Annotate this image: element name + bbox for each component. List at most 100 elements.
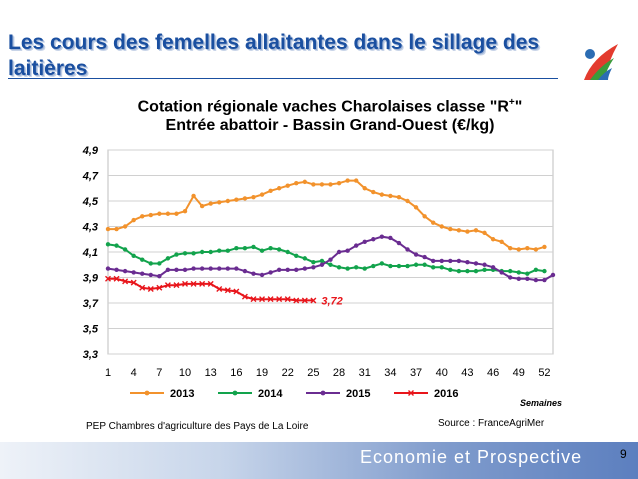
data-point-2013 [473, 228, 479, 233]
data-point-2013 [499, 239, 504, 244]
data-point-2015 [430, 258, 436, 264]
data-point-2015 [422, 254, 427, 260]
data-point-2016 [139, 284, 146, 291]
data-point-2015 [131, 270, 136, 275]
data-point-2015 [302, 266, 308, 271]
data-point-2016 [293, 297, 300, 304]
data-point-2015 [516, 276, 521, 281]
data-point-2013 [208, 201, 213, 206]
data-point-2014 [439, 265, 444, 270]
data-point-2015 [122, 268, 128, 274]
data-point-2014 [336, 265, 342, 270]
data-point-2014 [413, 262, 419, 267]
data-point-2013 [182, 209, 188, 214]
data-point-2015 [525, 276, 530, 281]
chart-title: Cotation régionale vaches Charolaises cl… [60, 93, 600, 135]
chart-title-line1: Cotation régionale vaches Charolaises cl… [60, 93, 600, 116]
data-point-2014 [405, 263, 410, 269]
data-point-2014 [396, 263, 402, 269]
data-point-2013 [405, 198, 410, 204]
data-point-2014 [328, 262, 333, 267]
data-point-2014 [448, 267, 453, 273]
data-point-2013 [276, 186, 282, 191]
data-point-2016 [224, 287, 231, 294]
data-point-2015 [242, 268, 248, 274]
data-point-2013 [490, 237, 496, 242]
title-divider [8, 78, 558, 79]
data-point-2014 [345, 266, 350, 271]
y-tick-label: 3,5 [83, 324, 99, 336]
data-point-2013 [328, 182, 333, 187]
y-tick-label: 3,7 [83, 298, 99, 310]
data-point-2013 [268, 188, 273, 193]
data-point-2014 [242, 245, 248, 251]
data-point-2013 [448, 226, 453, 232]
x-tick-label: 22 [282, 367, 294, 379]
data-point-2015 [508, 275, 513, 280]
value-annotation: 3,72 [321, 295, 342, 307]
data-point-2014 [353, 265, 359, 270]
data-point-2016 [113, 275, 120, 282]
data-point-2016 [241, 293, 248, 300]
data-point-2014 [302, 256, 308, 261]
data-point-2015 [114, 267, 119, 273]
data-point-2013 [311, 182, 316, 187]
data-point-2014 [191, 251, 196, 256]
y-tick-label: 4,5 [82, 196, 99, 208]
chart-title-line1-text: Cotation régionale vaches Charolaises cl… [137, 98, 509, 116]
data-point-2015 [259, 272, 265, 278]
chart-title-superscript: + [508, 97, 515, 108]
data-point-2015 [396, 240, 402, 246]
data-point-2015 [234, 266, 239, 271]
y-tick-label: 4,1 [82, 247, 98, 259]
chambre-agriculture-logo-icon [584, 44, 618, 80]
data-point-2015 [294, 267, 299, 273]
legend-marker-2016 [408, 390, 414, 396]
data-point-2015 [174, 267, 179, 273]
data-point-2015 [499, 270, 504, 275]
x-tick-label: 10 [179, 367, 191, 379]
legend-label-2014: 2014 [258, 388, 283, 400]
x-tick-label: 49 [513, 367, 525, 379]
data-point-2013 [379, 192, 385, 197]
data-point-2013 [294, 180, 299, 186]
data-point-2015 [105, 266, 111, 271]
data-point-2016 [207, 280, 214, 287]
y-tick-label: 4,7 [82, 171, 99, 183]
data-point-2014 [174, 252, 179, 257]
data-point-2015 [388, 235, 393, 241]
data-point-2013 [302, 179, 308, 185]
data-point-2014 [234, 245, 239, 251]
data-point-2014 [251, 244, 256, 250]
data-point-2016 [216, 285, 223, 292]
data-point-2015 [225, 266, 231, 271]
data-point-2013 [199, 203, 205, 209]
data-point-2014 [465, 268, 470, 274]
data-point-2013 [525, 245, 530, 251]
data-point-2016 [199, 280, 206, 287]
data-point-2014 [105, 242, 111, 247]
data-point-2013 [396, 194, 402, 200]
data-point-2013 [234, 197, 239, 202]
data-point-2013 [388, 193, 393, 199]
x-axis-label: Semaines [520, 398, 562, 408]
data-point-2015 [379, 234, 385, 239]
data-point-2014 [482, 267, 487, 273]
banner-text: Economie et Prospective [360, 447, 583, 467]
data-point-2014 [456, 268, 462, 274]
data-point-2013 [336, 180, 342, 186]
data-point-2015 [140, 271, 145, 276]
data-point-2013 [251, 194, 256, 200]
data-point-2014 [165, 256, 171, 261]
data-point-2013 [105, 226, 111, 232]
data-point-2013 [542, 244, 547, 250]
data-point-2014 [268, 245, 273, 251]
chart-title-line2: Entrée abattoir - Bassin Grand-Ouest (€/… [165, 117, 495, 135]
x-tick-label: 28 [333, 367, 345, 379]
data-point-2015 [482, 262, 487, 267]
y-tick-label: 3,3 [83, 349, 98, 361]
data-point-2014 [533, 267, 539, 273]
legend-label-2013: 2013 [170, 388, 194, 400]
x-tick-label: 52 [538, 367, 550, 379]
